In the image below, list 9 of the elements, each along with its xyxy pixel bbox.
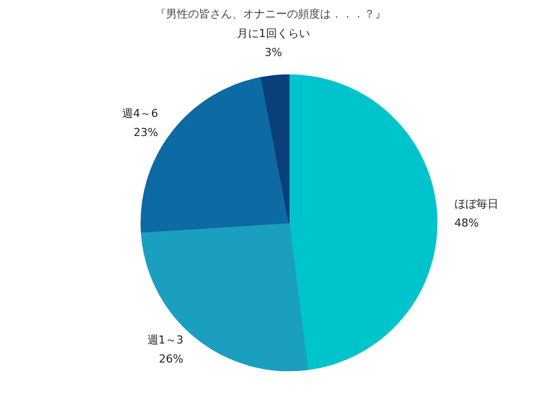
- slice-label: 週1～3: [147, 334, 184, 347]
- data-label: 3%: [264, 46, 282, 60]
- slice-label: 月に1回くらい: [236, 27, 310, 40]
- data-label: 23%: [134, 126, 158, 140]
- slice-label: 週4～6: [122, 107, 158, 120]
- data-label: 26%: [158, 352, 184, 366]
- chart-title: 『男性の皆さん、オナニーの頻度は．．．？』: [155, 8, 386, 20]
- data-label: 48%: [454, 216, 479, 230]
- slice-label: ほぼ毎日: [454, 197, 498, 210]
